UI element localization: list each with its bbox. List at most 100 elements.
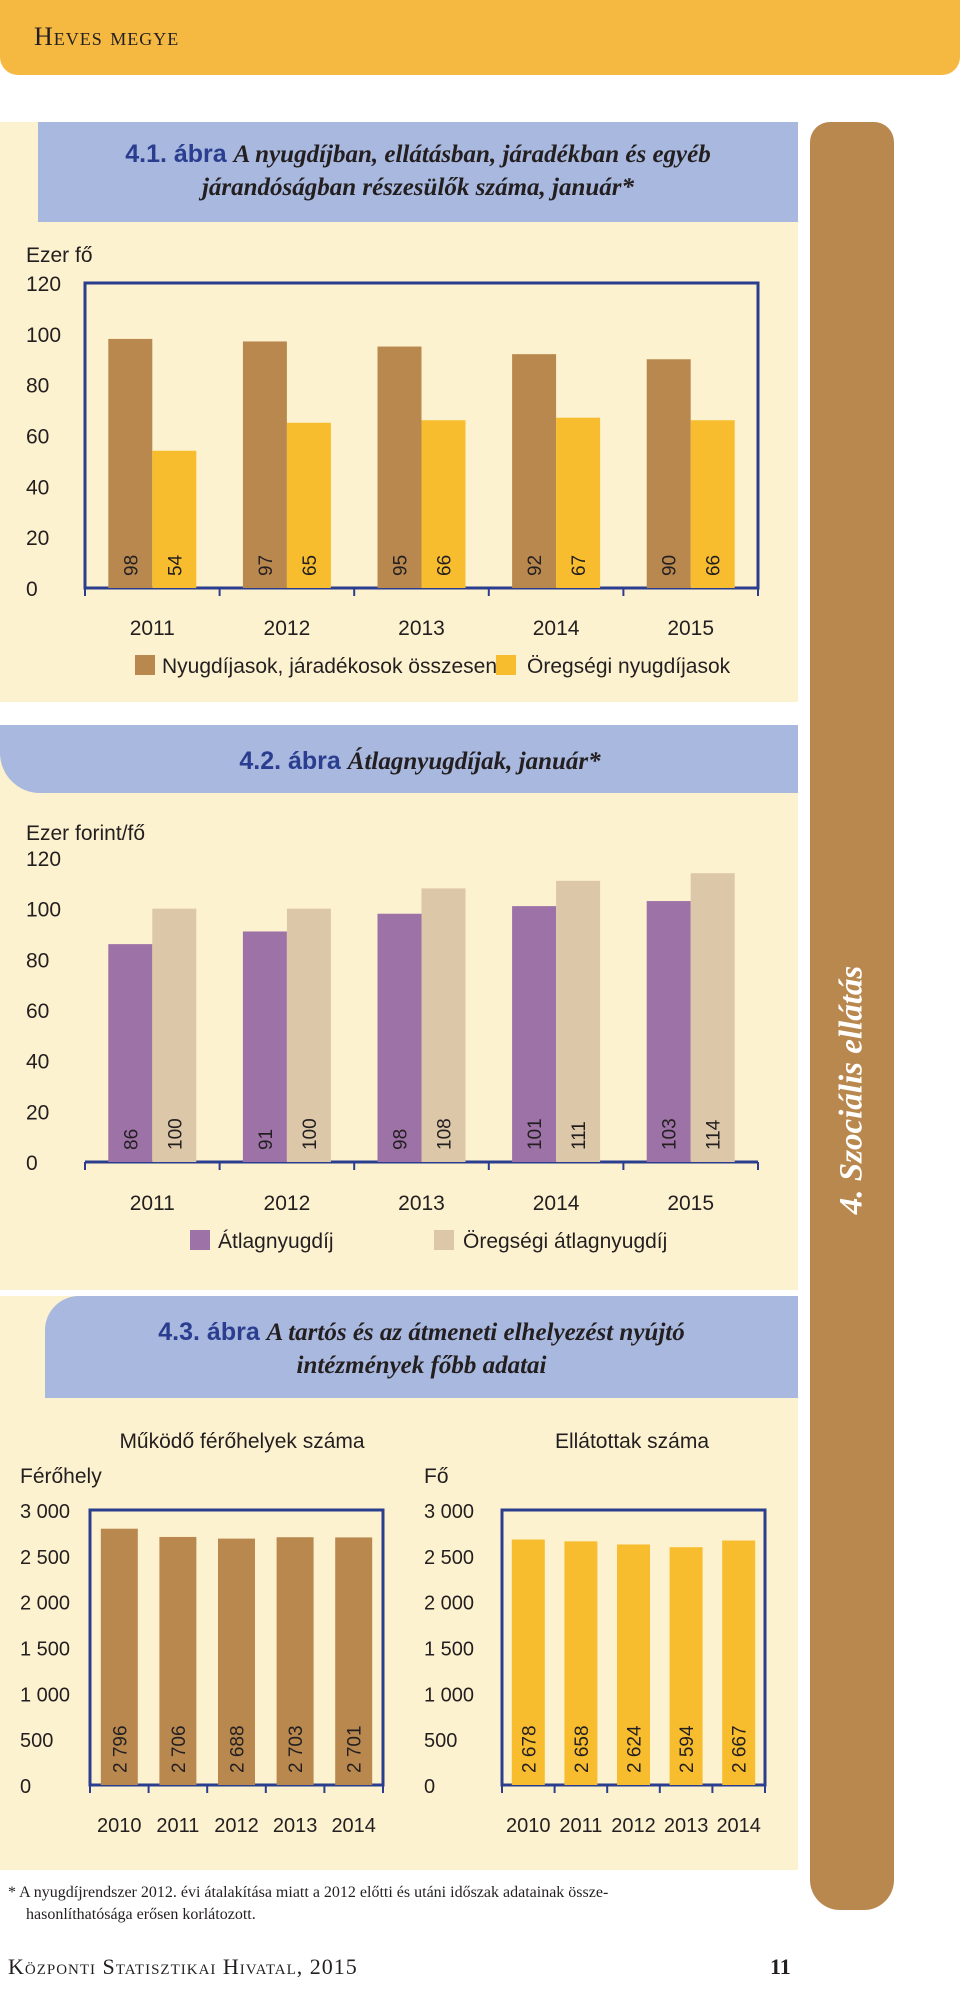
chart1-x-tick-label: 2014	[533, 617, 580, 640]
figure-4-1-number: 4.1. ábra	[125, 140, 227, 168]
chart2-data-label: 98	[391, 1129, 412, 1150]
chart1-data-label: 66	[435, 555, 456, 576]
chart2-data-label: 111	[569, 1121, 590, 1150]
chart2-x-tick-label: 2013	[398, 1192, 445, 1215]
chart2-x-tick-label: 2015	[667, 1192, 714, 1215]
chart1-bar	[108, 338, 153, 588]
footnote: * A nyugdíjrendszer 2012. évi átalakítás…	[8, 1882, 798, 1926]
chart2-y-tick-label: 100	[26, 899, 61, 922]
chart3-x-tick-label: 2011	[156, 1815, 199, 1837]
chart1-bar	[242, 341, 287, 588]
chart2-y-tick-label: 0	[26, 1152, 38, 1175]
chart1-y-tick-label: 100	[26, 324, 61, 347]
footnote-line2: hasonlíthatósága erősen korlátozott.	[26, 1906, 256, 1923]
figure-4-1-title-band	[38, 122, 798, 222]
chart3-data-label: 2 703	[286, 1725, 307, 1773]
figure-4-2-title-line1: Átlagnyugdíjak, január*	[347, 748, 601, 775]
chart2-data-label: 100	[165, 1118, 186, 1150]
chart3-data-label: 2 688	[228, 1725, 249, 1773]
chart2-legend-swatch	[434, 1230, 454, 1250]
chart2-legend-label: Átlagnyugdíj	[218, 1230, 334, 1253]
chart2-x-tick-label: 2014	[533, 1192, 580, 1215]
chart3-bar	[218, 1538, 255, 1785]
chart2-y-tick-label: 20	[26, 1101, 49, 1124]
chart1-legend-label: Öregségi nyugdíjasok	[527, 655, 731, 678]
figure-4-2-title-band	[0, 725, 798, 793]
chart1-x-tick-label: 2015	[667, 617, 714, 640]
chart1-x-tick-label: 2012	[264, 617, 311, 640]
chart2-bar	[512, 906, 557, 1162]
chart1-data-label: 95	[391, 555, 412, 576]
chart3-bar	[335, 1537, 373, 1785]
chart4-y-axis-label: Fő	[424, 1465, 449, 1488]
figure-4-3-title-line2: intézmények főbb adatai	[296, 1352, 547, 1379]
chart1-x-tick-label: 2013	[398, 617, 445, 640]
chart3-x-tick-label: 2012	[214, 1815, 259, 1837]
chart1-bar	[646, 359, 691, 588]
chart4-bar	[564, 1541, 598, 1785]
chart3-title: Működő férőhelyek száma	[119, 1430, 364, 1453]
chart3-y-axis-label: Férőhely	[20, 1465, 102, 1488]
chart1-y-tick-label: 20	[26, 527, 49, 550]
figure-4-3-number: 4.3. ábra	[158, 1318, 260, 1346]
chart1-bar	[286, 422, 331, 588]
chart2-bar	[286, 908, 331, 1162]
chart2-bar	[108, 944, 153, 1162]
county-title: Heves megye	[34, 22, 180, 51]
publisher-footer: Központi Statisztikai Hivatal, 2015	[8, 1954, 358, 1979]
chart2-legend-swatch	[190, 1230, 210, 1250]
chart3-y-tick-label: 500	[20, 1730, 53, 1752]
chart3-data-label: 2 701	[345, 1725, 366, 1773]
chart3-y-tick-label: 2 500	[20, 1547, 70, 1569]
chart4-bar	[617, 1544, 650, 1785]
chart3-y-tick-label: 3 000	[20, 1501, 70, 1523]
figure-4-1-title-line2: járandóságban részesülők száma, január*	[201, 174, 635, 201]
chart1-legend-label: Nyugdíjasok, járadékosok összesen	[162, 655, 497, 678]
chart2-bar	[646, 901, 691, 1162]
figure-4-3-title-line1: A tartós és az átmeneti elhelyezést nyúj…	[266, 1319, 685, 1346]
chart2-bar	[556, 880, 601, 1162]
footnote-line1: * A nyugdíjrendszer 2012. évi átalakítás…	[8, 1884, 609, 1901]
chart3-y-tick-label: 2 000	[20, 1593, 70, 1615]
chart4-bar	[722, 1540, 756, 1785]
figure-4-3-title-band	[45, 1296, 798, 1398]
chart1-data-label: 92	[525, 555, 546, 576]
chart2-data-label: 91	[256, 1129, 277, 1150]
chart4-x-tick-label: 2014	[716, 1815, 761, 1837]
chart1-y-tick-label: 40	[26, 476, 49, 499]
chart4-bar	[511, 1539, 545, 1785]
chart1-data-label: 90	[660, 555, 681, 576]
chart1-bar	[152, 450, 197, 588]
chart1-y-tick-label: 80	[26, 375, 49, 398]
chart2-data-label: 86	[121, 1129, 142, 1150]
chart2-bar	[242, 931, 287, 1162]
chart3-y-tick-label: 0	[20, 1776, 31, 1798]
chart3-bar	[100, 1528, 138, 1785]
chart2-y-tick-label: 60	[26, 1000, 49, 1023]
chart2-data-label: 103	[660, 1118, 681, 1150]
figure-4-3-title: 4.3. ábra A tartós és az átmeneti elhely…	[45, 1316, 798, 1382]
chart4-y-tick-label: 1 000	[424, 1684, 474, 1706]
chart2-y-tick-label: 120	[26, 848, 61, 871]
chart1-x-tick-label: 2011	[130, 617, 175, 640]
chart3-x-tick-label: 2013	[273, 1815, 318, 1837]
chart4-x-tick-label: 2011	[559, 1815, 602, 1837]
chart3-bar	[159, 1536, 197, 1785]
chart4-y-tick-label: 3 000	[424, 1501, 474, 1523]
chart4-y-tick-label: 2 000	[424, 1593, 474, 1615]
chart1-bar	[421, 420, 466, 588]
chart4-x-tick-label: 2013	[664, 1815, 709, 1837]
chart4-y-tick-label: 500	[424, 1730, 457, 1752]
figure-4-1-title-line1: A nyugdíjban, ellátásban, járadékban és …	[233, 141, 711, 168]
figure-4-1-title: 4.1. ábra A nyugdíjban, ellátásban, jára…	[38, 138, 798, 204]
chart2-y-tick-label: 40	[26, 1051, 49, 1074]
chart1-bar	[512, 354, 557, 588]
chart4-bar	[669, 1547, 703, 1785]
chart2-data-label: 108	[435, 1118, 456, 1150]
figure-4-2-title: 4.2. ábra Átlagnyugdíjak, január*	[120, 745, 720, 778]
chart2-bar	[690, 873, 735, 1162]
chart3-y-tick-label: 1 000	[20, 1684, 70, 1706]
chart3-data-label: 2 796	[110, 1725, 131, 1773]
chapter-side-tab	[810, 122, 894, 1910]
chart4-y-tick-label: 1 500	[424, 1639, 474, 1661]
